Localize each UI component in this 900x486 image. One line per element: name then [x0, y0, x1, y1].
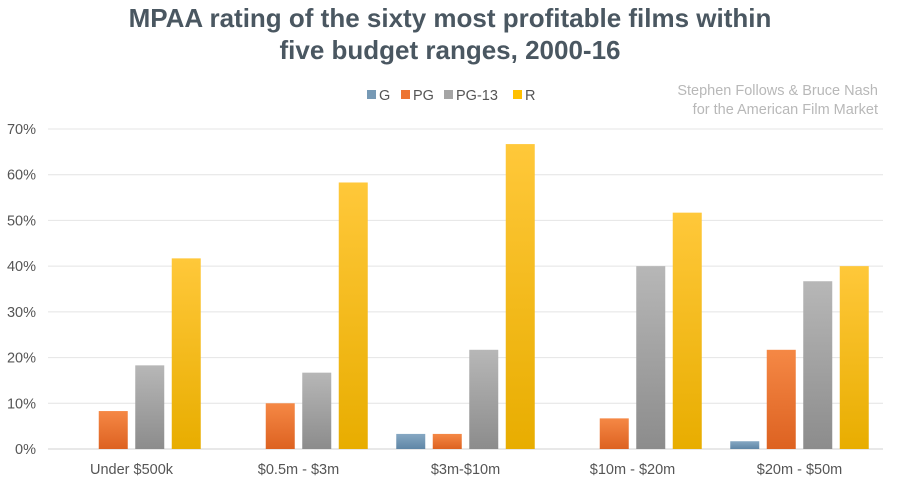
- bar-pg-13-10m-20m: [636, 266, 666, 449]
- bar-r-10m-20m: [672, 212, 702, 449]
- chart-credit-line-1: Stephen Follows & Bruce Nash: [677, 83, 878, 99]
- legend-label-pg: PG: [413, 88, 434, 104]
- bar-r-0-5m-3m: [338, 182, 368, 449]
- bar-g-3m-10m: [396, 433, 426, 449]
- bar-pg-20m-50m: [766, 349, 796, 449]
- bar-pg-3m-10m: [432, 433, 462, 449]
- legend-swatch-pg: [401, 90, 410, 99]
- legend-label-r: R: [525, 88, 535, 104]
- y-tick-label: 10%: [7, 396, 36, 412]
- bar-g-20m-50m: [730, 441, 760, 449]
- bar-pg-10m-20m: [599, 418, 629, 449]
- chart-title: MPAA rating of the sixty most profitable…: [0, 2, 900, 66]
- bar-pg-under-500k: [98, 411, 128, 449]
- legend-swatch-pg-13: [444, 90, 453, 99]
- bar-r-3m-10m: [505, 144, 535, 450]
- y-tick-label: 40%: [7, 259, 36, 275]
- x-tick-label: $3m-$10m: [431, 462, 500, 478]
- bar-pg-13-3m-10m: [469, 349, 499, 449]
- y-tick-label: 60%: [7, 168, 36, 184]
- bar-pg-13-20m-50m: [803, 281, 833, 449]
- y-tick-label: 70%: [7, 122, 36, 138]
- bar-r-under-500k: [171, 258, 201, 449]
- y-tick-label: 50%: [7, 213, 36, 229]
- chart-credit: Stephen Follows & Bruce Nash for the Ame…: [677, 82, 878, 120]
- legend-swatch-g: [367, 90, 376, 99]
- legend-swatch-r: [513, 90, 522, 99]
- y-tick-label: 30%: [7, 305, 36, 321]
- y-tick-label: 20%: [7, 351, 36, 367]
- x-tick-label: $10m - $20m: [590, 462, 675, 478]
- chart-title-line-2: five budget ranges, 2000-16: [279, 35, 621, 65]
- y-tick-label: 0%: [15, 442, 36, 458]
- chart-credit-line-2: for the American Film Market: [692, 102, 878, 118]
- bar-pg-0-5m-3m: [265, 403, 295, 449]
- bar-r-20m-50m: [839, 266, 869, 449]
- bar-pg-13-0-5m-3m: [302, 372, 332, 449]
- legend-label-g: G: [379, 88, 390, 104]
- x-tick-label: Under $500k: [90, 462, 174, 478]
- chart-title-line-1: MPAA rating of the sixty most profitable…: [128, 3, 772, 33]
- x-tick-label: $0.5m - $3m: [258, 462, 339, 478]
- legend-label-pg-13: PG-13: [456, 88, 498, 104]
- x-tick-label: $20m - $50m: [757, 462, 842, 478]
- bar-pg-13-under-500k: [135, 365, 165, 449]
